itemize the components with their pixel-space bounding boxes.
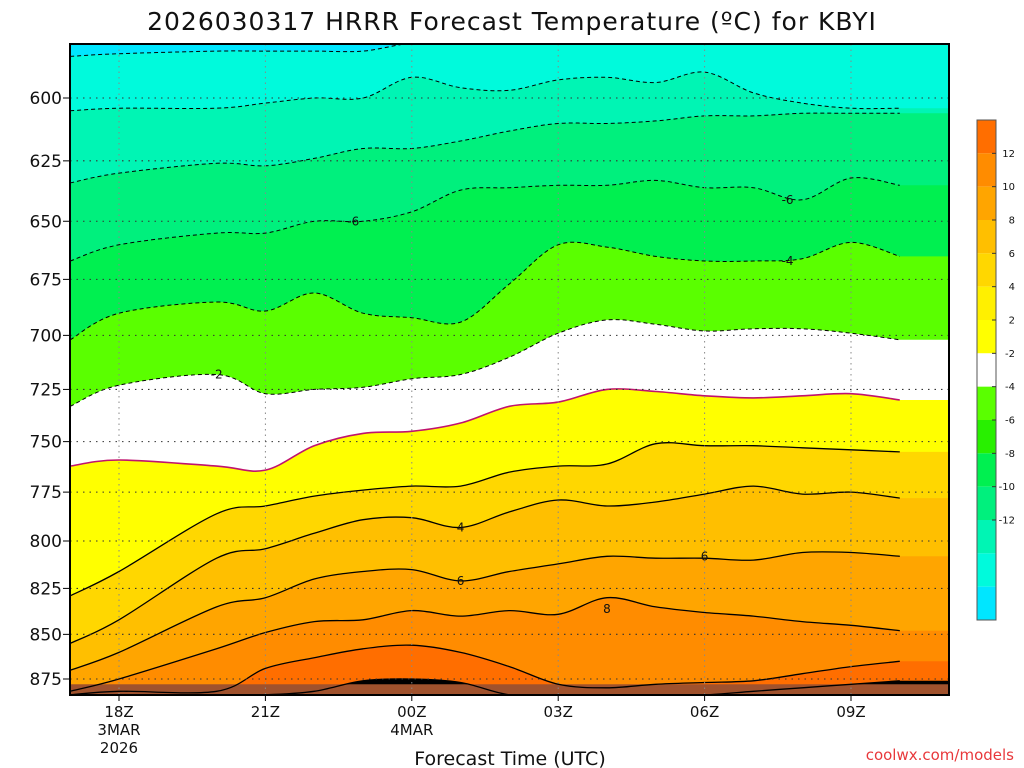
ground-strip	[70, 684, 949, 695]
contour-line-6	[70, 485, 900, 644]
contour-line--6	[70, 177, 900, 262]
contour-line-2	[70, 388, 900, 472]
contour-label: -6	[782, 193, 794, 207]
contour-line-8	[70, 551, 900, 671]
x-tick-label: 18Z	[104, 703, 133, 721]
y-tick-label: 775	[30, 483, 62, 503]
colorbar: 12 10 8 6 4 2 -2 -4 -6 -8 -10 -12	[976, 119, 1015, 621]
colorbar-swatch	[977, 353, 996, 387]
y-tick-label: 650	[30, 212, 62, 232]
y-tick-label: 825	[30, 579, 62, 599]
contour-line--4	[70, 241, 900, 341]
contour-label: -2	[211, 367, 223, 381]
colorbar-swatch	[977, 286, 996, 320]
plot-area: -6 -2 -6 -4 4 6 6 8	[69, 43, 950, 696]
colorbar-tick-label: -4	[1005, 382, 1015, 393]
colorbar-tick-label: -8	[1005, 449, 1015, 460]
colorbar-swatch	[977, 453, 996, 487]
colorbar-swatch	[977, 486, 996, 520]
colorbar-swatch	[977, 520, 996, 554]
colorbar-tick-label: 4	[1009, 282, 1015, 293]
x-tick-label: 06Z	[690, 703, 719, 721]
colorbar-swatch	[977, 186, 996, 220]
y-axis: 600 625 650 675 700 725 750 775 800 825 850 875	[30, 89, 70, 690]
x-tick-label: 09Z	[836, 703, 865, 721]
colorbar-swatch	[977, 253, 996, 287]
y-tick-label: 725	[30, 380, 62, 400]
contour-label: 6	[457, 574, 465, 588]
colorbar-tick-label: -6	[1005, 416, 1015, 427]
grid-lines	[70, 44, 949, 695]
colorbar-swatch	[977, 120, 996, 154]
x-tick-label: 3MAR	[97, 721, 140, 739]
colorbar-swatch	[977, 386, 996, 420]
colorbar-tick-label: -12	[999, 516, 1015, 527]
contour-line--10	[70, 71, 900, 112]
contour-label: 4	[457, 520, 465, 534]
y-tick-label: 675	[30, 270, 62, 290]
x-tick-label: 03Z	[544, 703, 573, 721]
colorbar-tick-label: -10	[999, 482, 1015, 493]
colorbar-tick-label: 6	[1009, 249, 1015, 260]
x-axis-label: Forecast Time (UTC)	[414, 748, 605, 768]
contour-label: -4	[782, 254, 794, 268]
y-tick-label: 750	[30, 433, 62, 453]
contour-line--2	[70, 319, 900, 407]
contour-label: -6	[347, 214, 359, 228]
colorbar-frame	[976, 119, 997, 621]
x-tick-label: 2026	[100, 739, 138, 757]
credit-text: coolwx.com/models	[866, 746, 1014, 764]
contour-label: 8	[603, 602, 611, 616]
chart-title: 2026030317 HRRR Forecast Temperature (ºC…	[147, 7, 877, 36]
temperature-bands	[70, 44, 949, 695]
colorbar-tick-label: 12	[1002, 149, 1015, 160]
contour-label: 6	[701, 549, 709, 563]
colorbar-tick-label: -2	[1005, 349, 1015, 360]
colorbar-swatch	[977, 586, 996, 620]
contour-line-10	[70, 597, 900, 692]
colorbar-swatch	[977, 553, 996, 587]
plot-frame	[69, 43, 950, 696]
y-tick-label: 625	[30, 152, 62, 172]
contour-line--8	[70, 112, 900, 184]
y-tick-label: 700	[30, 326, 62, 346]
x-tick-label: 4MAR	[390, 721, 433, 739]
colorbar-swatch	[977, 153, 996, 187]
colorbar-tick-label: 2	[1009, 316, 1015, 327]
y-tick-label: 800	[30, 532, 62, 552]
colorbar-swatch	[977, 320, 996, 354]
colorbar-swatch	[977, 420, 996, 454]
contour-labels: -6 -2 -6 -4 4 6 6 8	[211, 193, 794, 616]
x-tick-label: 21Z	[251, 703, 280, 721]
y-tick-label: 600	[30, 89, 62, 109]
colorbar-tick-label: 8	[1009, 216, 1015, 227]
colorbar-tick-label: 10	[1002, 182, 1015, 193]
y-tick-label: 850	[30, 625, 62, 645]
y-tick-label: 875	[30, 670, 62, 690]
x-tick-label: 00Z	[397, 703, 426, 721]
contour-lines	[70, 44, 900, 695]
colorbar-swatch	[977, 220, 996, 254]
contour-line-4	[70, 442, 900, 597]
